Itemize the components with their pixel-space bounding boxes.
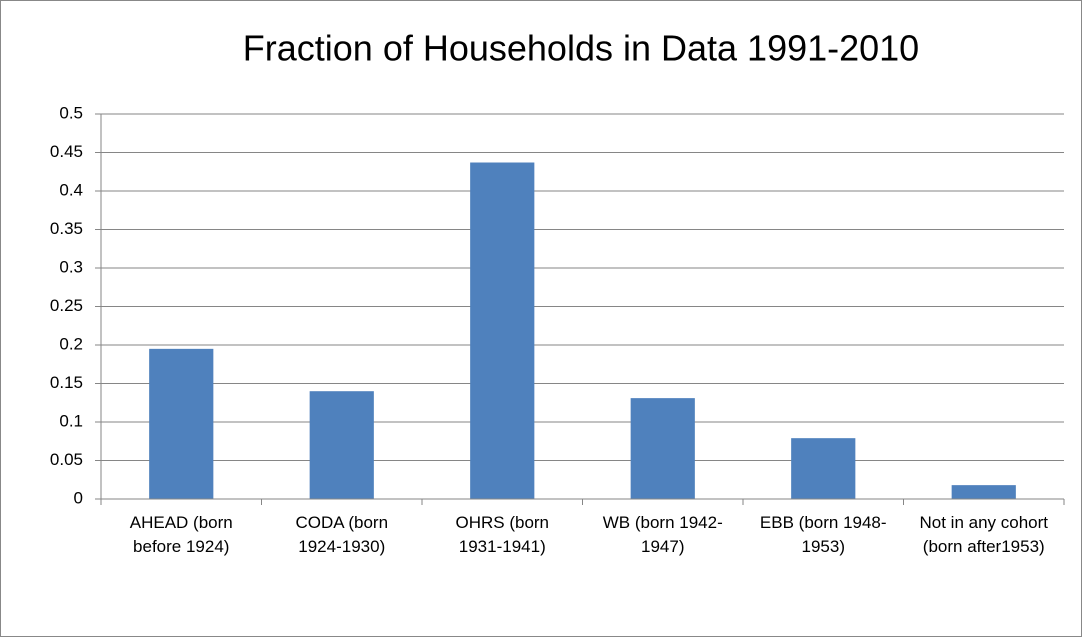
x-tick-label: AHEAD (born before 1924) — [129, 513, 233, 556]
y-tick-label: 0.35 — [50, 219, 83, 238]
y-tick-label: 0.5 — [59, 103, 83, 122]
y-tick-label: 0.2 — [59, 334, 83, 353]
x-tick-label: EBB (born 1948-1953) — [759, 513, 887, 556]
x-tick-label: OHRS (born 1931-1941) — [455, 513, 550, 556]
bar — [149, 348, 214, 499]
x-tick-label: Not in any cohort (born after1953) — [919, 513, 1048, 556]
y-tick-label: 0.25 — [50, 296, 83, 315]
x-tick-label: CODA (born 1924-1930) — [295, 513, 389, 556]
bar — [791, 438, 856, 499]
bar — [630, 398, 695, 499]
y-tick-label: 0.05 — [50, 450, 83, 469]
bar — [951, 485, 1016, 499]
chart-title: Fraction of Households in Data 1991-2010 — [243, 28, 919, 69]
y-tick-label: 0.15 — [50, 373, 83, 392]
y-tick-label: 0 — [74, 488, 83, 507]
bar — [470, 162, 535, 499]
y-tick-label: 0.4 — [59, 180, 83, 199]
bar — [309, 391, 374, 499]
y-tick-label: 0.45 — [50, 142, 83, 161]
y-tick-label: 0.1 — [59, 411, 83, 430]
x-tick-label: WB (born 1942-1947) — [602, 513, 723, 556]
y-tick-label: 0.3 — [59, 257, 83, 276]
